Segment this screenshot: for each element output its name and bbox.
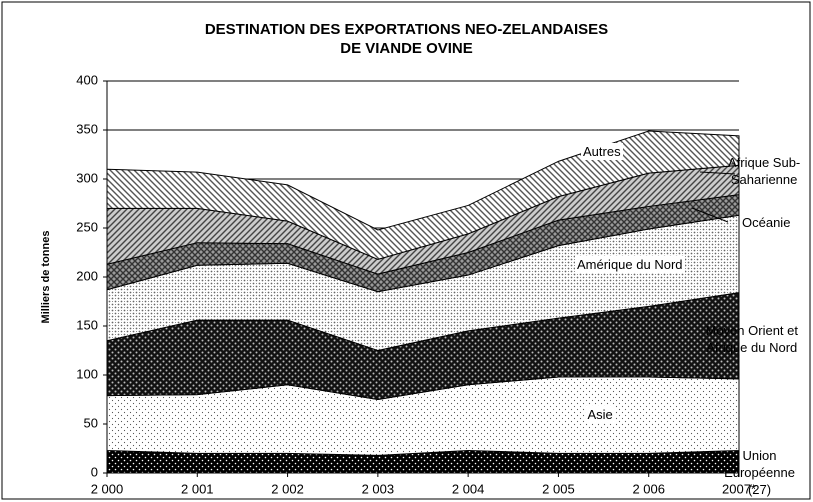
area — [106, 130, 740, 260]
leader-line — [699, 171, 736, 175]
y-tick-label: 200 — [76, 268, 98, 283]
x-tick-label: 2 003 — [362, 481, 395, 496]
series-label: Amérique du Nord — [575, 256, 685, 273]
x-tick-label: 2 004 — [452, 481, 485, 496]
series-label: Afrique Sub- Saharienne — [728, 155, 801, 187]
x-tick-label: 2 006 — [632, 481, 665, 496]
chart-title: DESTINATION DES EXPORTATIONS NEO-ZELANDA… — [204, 21, 609, 57]
leader-line — [691, 207, 729, 223]
y-tick-label: 100 — [76, 366, 98, 381]
series-label: Union Européenne (27) — [724, 448, 795, 497]
y-tick-label: 50 — [84, 415, 98, 430]
series-label: Asie — [585, 406, 615, 423]
y-tick-label: 400 — [76, 72, 98, 87]
y-tick-label: 350 — [76, 121, 98, 136]
y-tick-label: 150 — [76, 317, 98, 332]
x-tick-label: 2 005 — [542, 481, 575, 496]
y-tick-label: 250 — [76, 219, 98, 234]
x-tick-label: 2 002 — [271, 481, 304, 496]
y-tick-label: 0 — [91, 464, 98, 479]
y-tick-label: 300 — [76, 170, 98, 185]
x-tick-label: 2 001 — [181, 481, 214, 496]
series-label: Océanie — [742, 215, 791, 230]
x-tick-label: 2 000 — [91, 481, 124, 496]
series-label: Autres — [581, 143, 623, 160]
x-tick-label: 2007* — [722, 481, 756, 496]
y-axis-label: Milliers de tonnes — [40, 231, 52, 324]
series-label: Moyen Orient et Afrique du Nord — [705, 323, 799, 355]
